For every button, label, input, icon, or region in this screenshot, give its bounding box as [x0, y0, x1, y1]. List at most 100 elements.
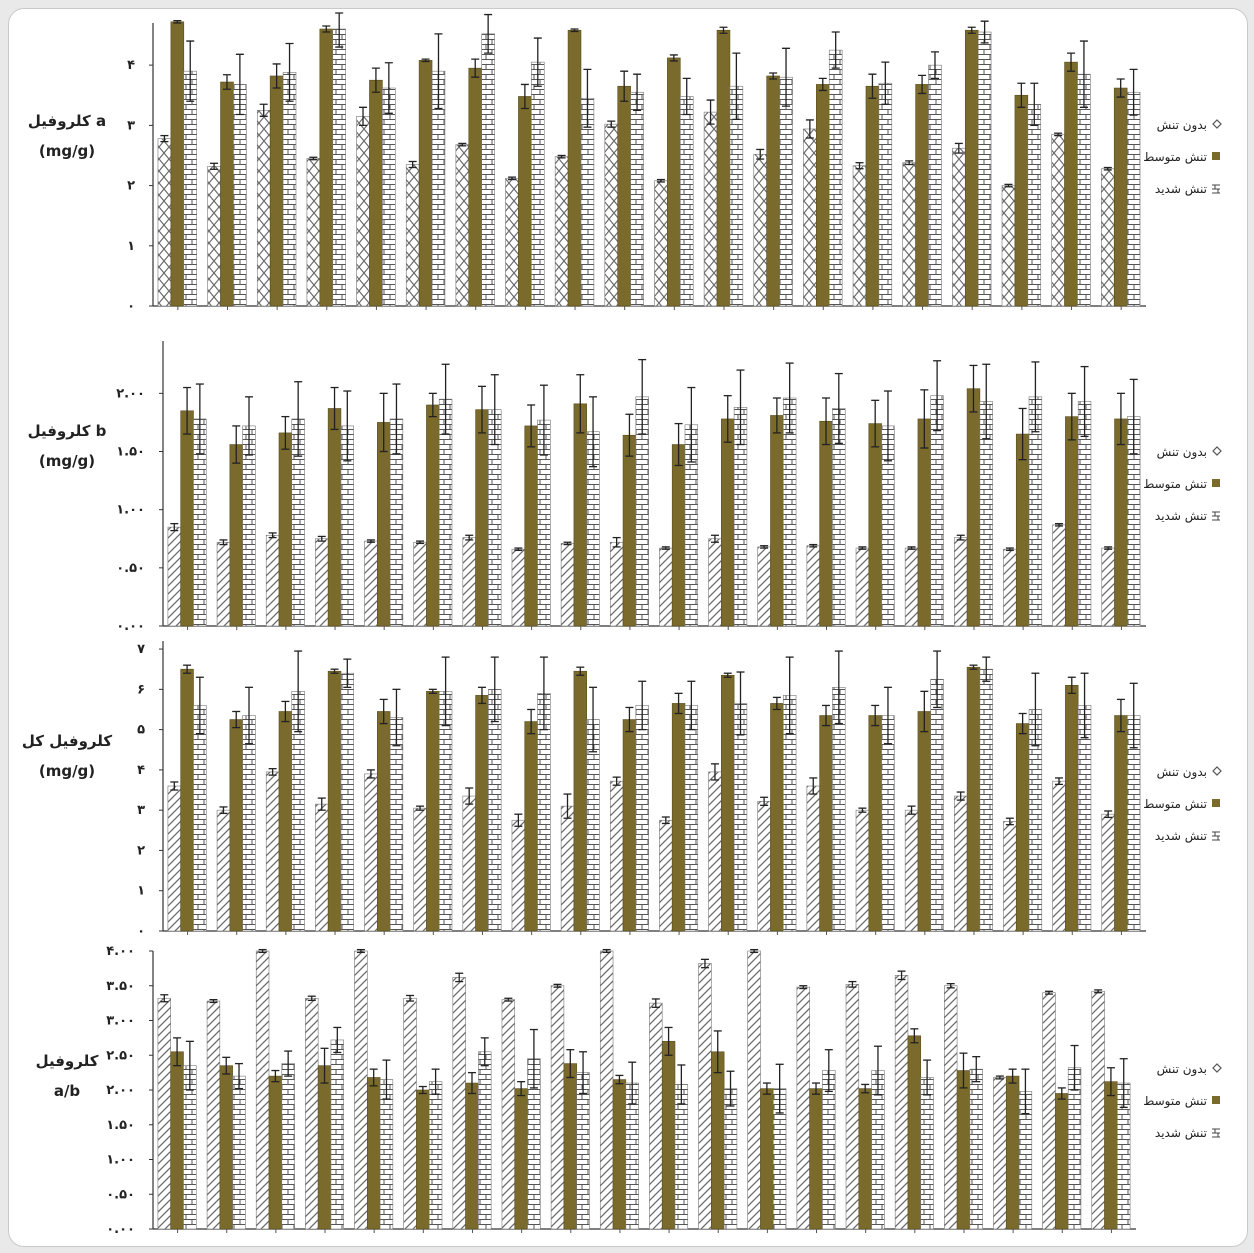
- legend-label: بدون تنش: [1157, 445, 1207, 460]
- y-tick-label: ۰.۵۰: [106, 1187, 135, 1202]
- bar-series-1: [806, 545, 820, 627]
- y-tick-label: ۱: [137, 884, 145, 899]
- bar-series-1: [609, 780, 624, 932]
- y-tick-label: ۰.۰۰: [116, 619, 145, 634]
- figure-frame: ۴ ۳ ۲ ۱ ۰ کلروفیل a (mg/g) بدون تنش تنش متوسط تنش…: [8, 8, 1248, 1247]
- olive-square-icon: [1212, 152, 1220, 160]
- bar-series-1: [315, 803, 329, 932]
- bar-series-2: [376, 711, 391, 932]
- bar-series-2: [465, 1082, 479, 1230]
- bar-series-2: [612, 1079, 627, 1230]
- panel-3: ۷ ۶ ۵ ۴ ۳ ۲ ۱ ۰ کلروفیل کل (mg/g) بدون تنش تنش متوس…: [22, 641, 1222, 939]
- bar-series-2: [865, 85, 880, 307]
- brick-icon: [1212, 511, 1220, 521]
- bar-series-3: [332, 28, 346, 307]
- bar-series-1: [216, 809, 231, 932]
- bar-series-2: [966, 388, 981, 627]
- bar-series-2: [667, 57, 681, 307]
- bar-series-1: [845, 984, 860, 1230]
- bar-series-2: [1005, 1075, 1020, 1230]
- y-tick-label: ۳: [137, 803, 145, 818]
- legend-label: بدون تنش: [1157, 765, 1207, 780]
- bar-series-1: [413, 541, 427, 627]
- bar-series-1: [993, 1077, 1007, 1230]
- y-axis-label: (mg/g): [39, 142, 95, 160]
- legend-label: تنش متوسط: [1143, 1094, 1207, 1109]
- bar-series-1: [560, 805, 575, 932]
- bar-series-2: [770, 703, 784, 932]
- bar-series-3: [233, 84, 247, 307]
- bar-series-1: [364, 773, 378, 932]
- bar-series-1: [1051, 134, 1065, 307]
- bar-series-3: [979, 668, 993, 932]
- bar-series-2: [1114, 418, 1128, 627]
- chlorophyll-figure: ۴ ۳ ۲ ۱ ۰ کلروفیل a (mg/g) بدون تنش تنش متوسط تنش…: [22, 12, 1222, 1237]
- bar-series-1: [604, 123, 619, 307]
- bar-series-2: [416, 1089, 430, 1230]
- bar-series-3: [330, 1039, 345, 1230]
- bar-series-2: [711, 1051, 725, 1230]
- bar-series-2: [573, 403, 587, 627]
- bar-series-2: [766, 75, 780, 307]
- bar-series-3: [1077, 705, 1092, 932]
- y-axis-label: کلروفیل کل: [22, 732, 112, 750]
- bar-series-3: [242, 425, 256, 627]
- y-tick-label: ۰: [127, 299, 135, 314]
- bar-series-2: [269, 75, 284, 307]
- bar-series-1: [413, 807, 427, 932]
- bar-series-2: [760, 1088, 774, 1230]
- bar-series-3: [488, 689, 502, 932]
- bar-series-2: [622, 434, 637, 627]
- bar-series-2: [721, 674, 735, 932]
- bar-series-1: [554, 156, 569, 307]
- brick-icon: [1212, 184, 1220, 194]
- bar-series-3: [635, 705, 649, 932]
- bar-series-2: [868, 715, 882, 932]
- bar-series-2: [819, 715, 833, 932]
- bar-series-2: [1015, 433, 1030, 627]
- bar-series-1: [952, 147, 966, 307]
- bar-series-2: [229, 444, 243, 627]
- y-tick-label: ۱: [127, 239, 135, 254]
- bar-series-1: [167, 785, 181, 932]
- bar-series-1: [256, 110, 271, 307]
- bar-series-2: [475, 409, 489, 627]
- legend-label: تنش متوسط: [1143, 797, 1207, 812]
- y-axis-label: کلروفیل: [36, 1052, 99, 1070]
- bar-series-2: [617, 85, 631, 307]
- bar-series-1: [659, 547, 673, 627]
- bar-series-1: [1101, 813, 1115, 932]
- bar-series-2: [514, 1088, 528, 1230]
- bar-series-3: [379, 1079, 394, 1230]
- y-tick-label: ۲.۰۰: [116, 386, 145, 401]
- bar-series-2: [816, 84, 830, 307]
- bar-series-2: [518, 96, 532, 307]
- bar-series-2: [567, 29, 582, 307]
- bar-series-3: [389, 717, 404, 932]
- y-tick-label: ۰: [137, 924, 145, 939]
- bar-series-2: [219, 1065, 233, 1230]
- panel-1: ۴ ۳ ۲ ۱ ۰ کلروفیل a (mg/g) بدون تنش تنش متوسط تنش…: [28, 12, 1222, 314]
- bar-series-3: [183, 70, 197, 307]
- bar-series-1: [403, 997, 417, 1230]
- bar-series-2: [475, 695, 489, 932]
- bar-series-1: [1042, 992, 1056, 1230]
- bar-series-2: [819, 420, 833, 627]
- bar-series-1: [753, 153, 767, 307]
- bar-series-3: [977, 31, 992, 307]
- y-tick-label: ۱.۵۰: [106, 1118, 135, 1133]
- bar-series-3: [382, 87, 396, 307]
- y-axis-label: کلروفیل a: [28, 112, 106, 130]
- bar-series-1: [501, 999, 516, 1230]
- bar-series-2: [671, 703, 686, 932]
- bar-series-2: [563, 1063, 577, 1230]
- bar-series-1: [1052, 780, 1066, 932]
- y-tick-label: ۲.۵۰: [106, 1048, 135, 1063]
- bar-series-1: [216, 541, 231, 627]
- bar-series-1: [659, 819, 673, 932]
- bar-series-3: [674, 1084, 689, 1230]
- bar-series-1: [157, 138, 172, 307]
- bar-series-3: [478, 1051, 492, 1230]
- bar-series-2: [524, 425, 538, 627]
- bar-series-2: [170, 1051, 184, 1230]
